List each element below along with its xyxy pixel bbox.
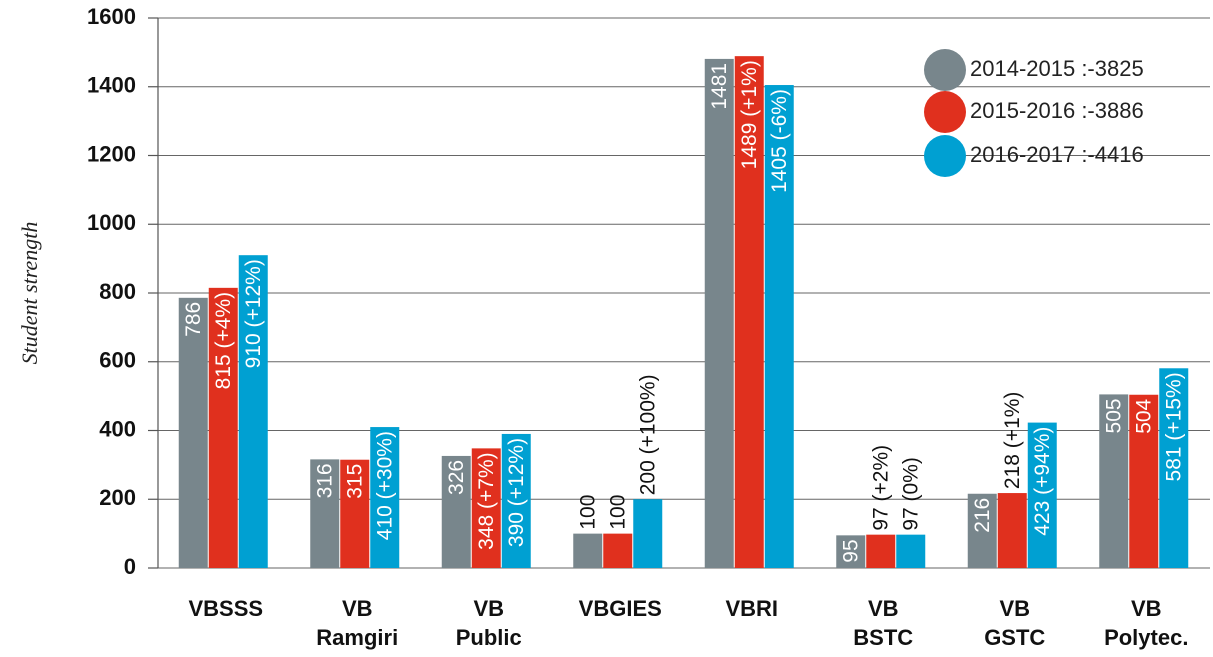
y-axis-label: Student strength bbox=[17, 222, 42, 365]
value-label: 316 bbox=[313, 463, 336, 498]
value-label: 200 (+100%) bbox=[636, 374, 659, 495]
x-tick-label: VBRI bbox=[725, 596, 778, 621]
x-tick-label: VB bbox=[473, 596, 504, 621]
bar bbox=[1129, 394, 1159, 568]
value-label: 390 (+12%) bbox=[505, 438, 528, 547]
bar bbox=[866, 534, 896, 568]
bar bbox=[370, 427, 400, 568]
y-tick-label: 0 bbox=[124, 554, 136, 579]
value-label: 815 (+4%) bbox=[212, 292, 235, 389]
bar bbox=[178, 297, 208, 568]
value-label: 423 (+94%) bbox=[1031, 427, 1054, 536]
value-label: 505 bbox=[1102, 398, 1125, 433]
y-tick-label: 1200 bbox=[87, 141, 136, 166]
x-tick-label: VBSSS bbox=[188, 596, 263, 621]
value-label: 410 (+30%) bbox=[373, 431, 396, 540]
y-tick-label: 600 bbox=[99, 348, 136, 373]
bar bbox=[573, 533, 603, 568]
value-label: 504 bbox=[1132, 398, 1155, 433]
x-tick-label: BSTC bbox=[853, 625, 913, 650]
value-label: 95 bbox=[839, 539, 862, 562]
value-label: 100 bbox=[576, 495, 599, 530]
value-label: 216 bbox=[971, 498, 994, 533]
x-tick-label: Ramgiri bbox=[316, 625, 398, 650]
bar bbox=[1099, 394, 1129, 568]
y-tick-label: 1400 bbox=[87, 73, 136, 98]
value-label: 581 (+15%) bbox=[1162, 372, 1185, 481]
legend-swatch bbox=[924, 49, 966, 91]
value-label: 100 bbox=[606, 495, 629, 530]
x-tick-label: VB bbox=[868, 596, 899, 621]
value-label: 315 bbox=[343, 464, 366, 499]
x-tick-label: VB bbox=[342, 596, 373, 621]
legend-label: 2016-2017 :-4416 bbox=[970, 142, 1144, 167]
x-tick-label: Public bbox=[456, 625, 522, 650]
bar bbox=[1027, 422, 1057, 568]
y-tick-label: 200 bbox=[99, 485, 136, 510]
value-label: 1405 (-6%) bbox=[768, 89, 791, 193]
value-label: 1489 (+1%) bbox=[738, 60, 761, 169]
bar bbox=[208, 287, 238, 568]
value-label: 348 (+7%) bbox=[475, 452, 498, 549]
bar bbox=[471, 448, 501, 568]
value-label: 218 (+1%) bbox=[1001, 392, 1024, 489]
bar bbox=[1159, 368, 1189, 568]
x-tick-label: VBGIES bbox=[579, 596, 662, 621]
y-tick-label: 1600 bbox=[87, 4, 136, 29]
value-label: 910 (+12%) bbox=[242, 259, 265, 368]
value-label: 97 (+2%) bbox=[869, 445, 892, 531]
legend-swatch bbox=[924, 135, 966, 177]
bar bbox=[967, 493, 997, 568]
bar bbox=[238, 255, 268, 568]
x-tick-label: VB bbox=[999, 596, 1030, 621]
y-tick-label: 400 bbox=[99, 416, 136, 441]
x-tick-label: VB bbox=[1131, 596, 1162, 621]
y-tick-label: 800 bbox=[99, 279, 136, 304]
legend-label: 2014-2015 :-3825 bbox=[970, 56, 1144, 81]
bar bbox=[734, 56, 764, 568]
bar bbox=[501, 433, 531, 568]
y-tick-label: 1000 bbox=[87, 210, 136, 235]
x-tick-label: Polytec. bbox=[1104, 625, 1188, 650]
bar bbox=[603, 533, 633, 568]
bar bbox=[633, 499, 663, 568]
value-label: 786 bbox=[182, 302, 205, 337]
legend-swatch bbox=[924, 91, 966, 133]
bar bbox=[997, 493, 1027, 568]
bar bbox=[836, 535, 866, 568]
bar bbox=[441, 455, 471, 568]
bar bbox=[896, 534, 926, 568]
x-tick-label: GSTC bbox=[984, 625, 1045, 650]
bar bbox=[310, 459, 340, 568]
value-label: 1481 bbox=[708, 63, 731, 110]
value-label: 326 bbox=[445, 460, 468, 495]
bar bbox=[704, 58, 734, 568]
bar bbox=[340, 459, 370, 568]
legend-label: 2015-2016 :-3886 bbox=[970, 98, 1144, 123]
value-label: 97 (0%) bbox=[899, 457, 922, 531]
bar bbox=[764, 85, 794, 568]
